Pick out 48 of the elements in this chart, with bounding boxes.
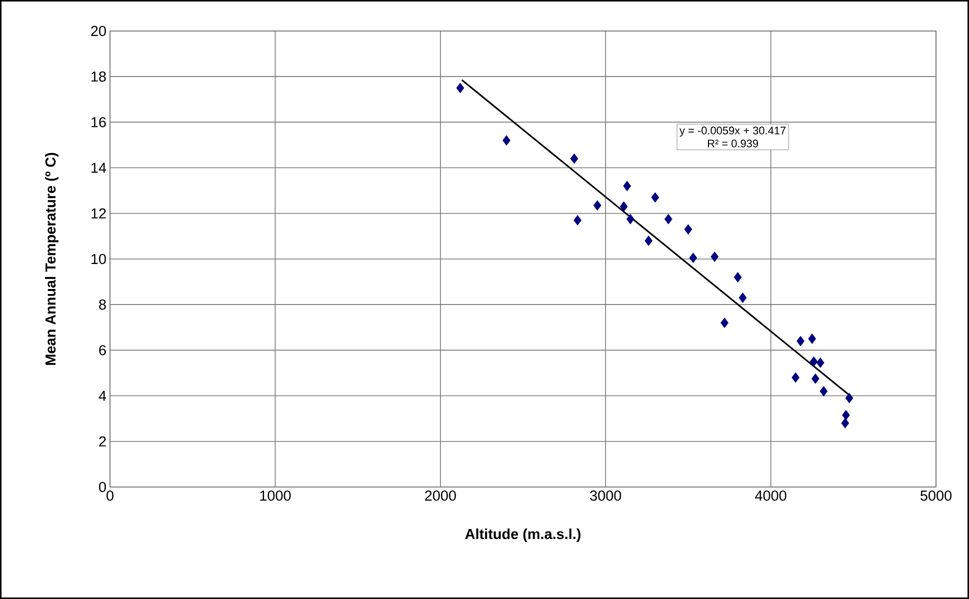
y-tick-label: 14 [92, 162, 106, 173]
point [810, 356, 818, 367]
point [816, 358, 824, 368]
point [620, 201, 628, 212]
y-tick-label: 4 [98, 390, 106, 401]
y-tick-label: 16 [92, 117, 106, 128]
x-tick-label: 3000 [590, 490, 622, 501]
point [792, 372, 800, 383]
point [502, 135, 510, 146]
point [593, 200, 602, 211]
x-tick-label: 5000 [920, 490, 952, 501]
point [456, 82, 464, 94]
point [623, 180, 632, 192]
point [574, 215, 582, 226]
point [734, 272, 742, 282]
point [651, 192, 660, 203]
point [845, 392, 854, 404]
x-tick-label: 2000 [425, 490, 456, 501]
point [842, 410, 850, 420]
point [841, 418, 850, 428]
y-tick-label: 20 [91, 26, 106, 36]
point [811, 373, 820, 384]
point [689, 252, 698, 264]
y-tick-label: 6 [99, 345, 106, 356]
point [820, 386, 828, 396]
x-tick-label: 4000 [755, 490, 786, 501]
point [644, 236, 653, 246]
annotation: R² = 0.939 [708, 140, 758, 148]
y-tick-label: 0 [99, 482, 106, 492]
y-tick-label: 18 [92, 71, 106, 82]
x-tick-label: 0 [106, 490, 114, 501]
point [738, 292, 747, 303]
y-tick-label: 10 [92, 254, 106, 264]
x-tick-label: 1000 [260, 490, 291, 501]
point [796, 336, 804, 346]
point [808, 334, 816, 344]
point [626, 214, 634, 224]
y-tick-label: 12 [92, 208, 106, 218]
annotation: y = -0.0059x + 30.417 [680, 126, 786, 137]
y-axis-title: Mean Annual Temperature (º C) [45, 152, 58, 365]
y-tick-label: 2 [99, 436, 106, 446]
y-tick-label: 8 [99, 299, 106, 310]
point [570, 153, 578, 164]
point [720, 318, 729, 328]
point [710, 252, 719, 262]
x-axis-title: Altitude (m.a.s.l.) [465, 528, 580, 542]
point [664, 214, 672, 224]
point [684, 224, 692, 235]
